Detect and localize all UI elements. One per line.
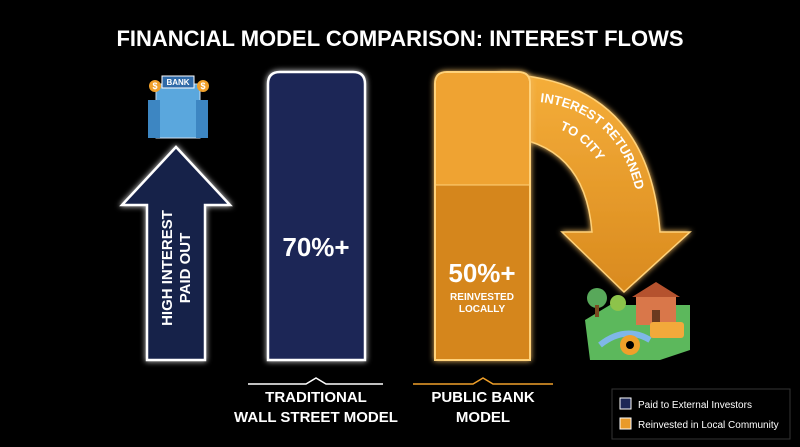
- up-arrow: [119, 145, 233, 362]
- bar-value-label: 50%+: [448, 258, 515, 288]
- arrow-label: HIGH INTEREST: [159, 210, 176, 326]
- legend-label: Reinvested in Local Community: [638, 420, 779, 431]
- legend-label: Paid to External Investors: [638, 400, 752, 411]
- legend-box: [611, 388, 791, 440]
- bank-sign: BANK: [166, 78, 189, 87]
- coin-symbol: $: [200, 81, 205, 91]
- bar-sub-label: LOCALLY: [459, 304, 506, 315]
- bracket: [248, 377, 383, 385]
- city-icon: [585, 282, 690, 360]
- coin-symbol: $: [152, 81, 157, 91]
- bank-icon: BANK $ $: [148, 75, 209, 139]
- bar-caption: MODEL: [456, 409, 510, 426]
- legend-swatch: [619, 397, 632, 410]
- bar-caption: WALL STREET MODEL: [234, 409, 398, 426]
- bracket: [413, 377, 553, 385]
- bar-caption: TRADITIONAL: [265, 389, 367, 406]
- curved-arrow: [499, 73, 692, 294]
- traditional-bar: [266, 70, 367, 362]
- bar-caption: PUBLIC BANK: [431, 389, 534, 406]
- legend-swatch: [619, 417, 632, 430]
- bar-sub-label: REINVESTED: [450, 292, 514, 303]
- title: FINANCIAL MODEL COMPARISON: INTEREST FLO…: [116, 26, 683, 51]
- arrow-label: PAID OUT: [177, 233, 194, 304]
- public-bank-bar-top: [436, 73, 529, 185]
- bar-value-label: 70%+: [282, 232, 349, 262]
